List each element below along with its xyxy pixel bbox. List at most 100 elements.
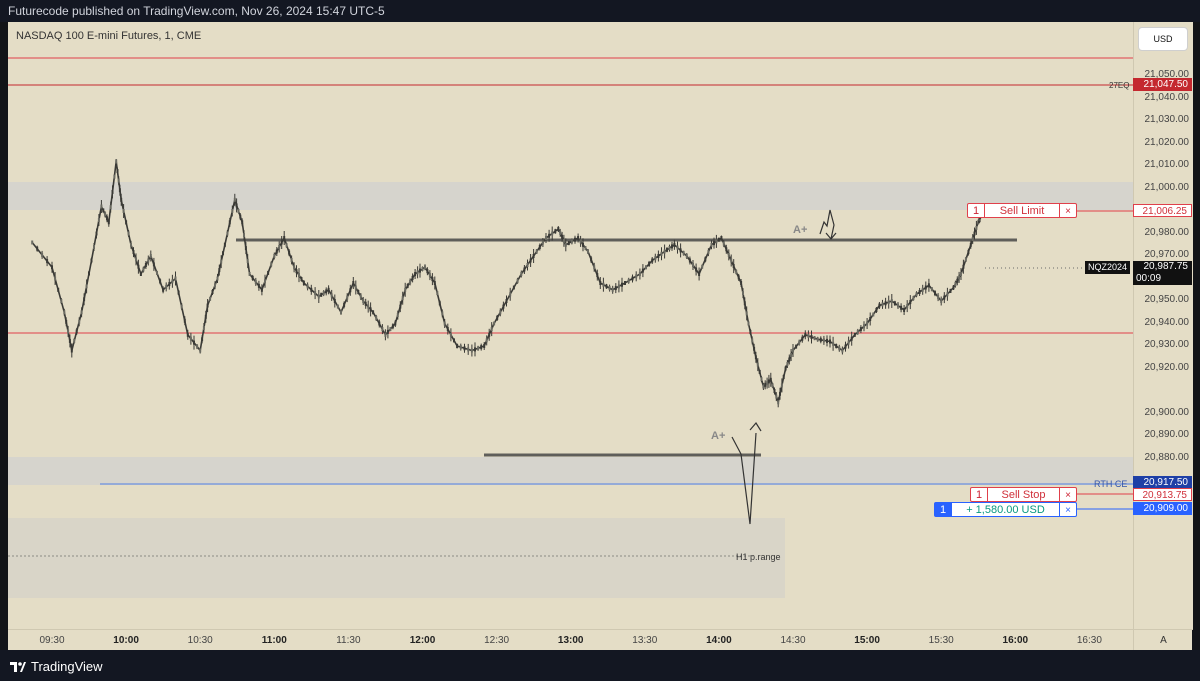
- candle-body: [414, 272, 417, 276]
- candle-body: [822, 338, 825, 343]
- candle-body: [97, 218, 100, 222]
- candle-body: [695, 267, 698, 272]
- candle-body: [611, 287, 614, 292]
- candle-body: [587, 249, 589, 254]
- sell-stop-price-tag: 20,913.75: [1133, 488, 1192, 501]
- candle-body: [679, 248, 682, 253]
- price-tick-label: 20,890.00: [1144, 429, 1190, 440]
- price-axis[interactable]: USD 21,050.00 21,040.00 21,030.00 21,020.00…: [1133, 22, 1193, 629]
- candle-body: [975, 225, 978, 230]
- price-tick-label: 20,970.00: [1144, 249, 1190, 260]
- currency-button[interactable]: USD: [1138, 27, 1188, 51]
- candle-body: [65, 319, 68, 324]
- sell-stop-close-icon[interactable]: ×: [1059, 488, 1076, 501]
- candle-body: [354, 285, 357, 290]
- candle-body: [310, 287, 313, 292]
- candle-body: [100, 204, 103, 209]
- candle-body: [753, 346, 756, 351]
- candle-body: [900, 305, 903, 310]
- candle-body: [878, 303, 881, 308]
- candle-body: [745, 311, 748, 316]
- candle-body: [590, 257, 593, 262]
- candle-body: [152, 262, 155, 267]
- footer-bar: TradingView: [0, 650, 1200, 681]
- candle-body: [958, 275, 961, 280]
- candle-body: [682, 251, 685, 256]
- time-tick-label: 15:30: [928, 635, 954, 646]
- candle-body: [593, 265, 596, 270]
- candle-body: [771, 383, 774, 388]
- sell-limit-close-icon[interactable]: ×: [1059, 204, 1076, 217]
- candle-body: [254, 279, 257, 284]
- candle-body: [211, 290, 214, 294]
- candle-body: [584, 246, 587, 251]
- candle-body: [866, 321, 869, 326]
- candle-body: [775, 394, 778, 399]
- candle-body: [204, 314, 207, 319]
- candle-body: [784, 366, 787, 371]
- candle-body: [125, 220, 128, 225]
- candle-body: [322, 291, 325, 296]
- candle-body: [730, 258, 733, 263]
- candle-body: [735, 269, 738, 274]
- candle-body: [264, 279, 266, 284]
- candle-body: [63, 310, 66, 315]
- position-order[interactable]: 1 + 1,580.00 USD ×: [934, 502, 1077, 517]
- candle-body: [722, 241, 725, 246]
- candle-body: [499, 310, 502, 315]
- candle-body: [673, 242, 676, 247]
- sell-stop-qty[interactable]: 1: [971, 488, 988, 501]
- candle-body: [231, 209, 234, 213]
- candle-body: [73, 338, 76, 343]
- candle-body: [404, 287, 407, 292]
- candle-body: [419, 268, 421, 273]
- candle-body: [216, 276, 219, 281]
- candle-body: [780, 383, 783, 388]
- candle-body: [737, 275, 740, 280]
- annotation-a-plus-lower: A+: [711, 430, 726, 442]
- candle-body: [36, 246, 39, 251]
- auto-scale-button[interactable]: A: [1133, 629, 1193, 651]
- candle-body: [960, 272, 962, 276]
- position-pnl[interactable]: + 1,580.00 USD: [966, 504, 1045, 516]
- candle-body: [51, 265, 53, 270]
- candle-body: [645, 265, 647, 270]
- upper-zone: [8, 182, 1133, 210]
- candle-body: [411, 275, 414, 280]
- candle-body: [372, 310, 375, 315]
- price-tick-label: 20,980.00: [1144, 226, 1190, 238]
- candle-body: [349, 288, 352, 293]
- candle-body: [285, 243, 288, 248]
- candle-body: [704, 257, 707, 262]
- sell-limit-label[interactable]: Sell Limit: [999, 205, 1045, 217]
- candle-body: [93, 245, 95, 249]
- last-price-tag: 20,987.75 00:09: [1133, 261, 1192, 285]
- candle-body: [762, 384, 765, 389]
- sell-limit-order[interactable]: 1 Sell Limit ×: [967, 203, 1077, 218]
- candle-body: [433, 281, 436, 285]
- sell-stop-order[interactable]: 1 Sell Stop ×: [970, 487, 1077, 502]
- candle-body: [535, 249, 538, 254]
- position-close-icon[interactable]: ×: [1059, 503, 1076, 516]
- candle-body: [915, 292, 918, 297]
- chart-area[interactable]: NASDAQ 100 E-mini Futures, 1, CME A+ A+ …: [8, 22, 1133, 629]
- sell-limit-qty[interactable]: 1: [968, 204, 985, 217]
- sell-stop-label[interactable]: Sell Stop: [1001, 489, 1046, 501]
- time-axis[interactable]: 09:30 10:00 10:30 11:00 11:30 12:00 12:30 13:00…: [8, 629, 1133, 651]
- candle-body: [758, 369, 761, 374]
- candle-body: [890, 299, 893, 303]
- candle-body: [692, 263, 694, 267]
- candle-body: [406, 283, 409, 288]
- candle-body: [162, 287, 165, 292]
- position-qty[interactable]: 1: [935, 503, 952, 516]
- last-symbol-tag: NQZ2024: [1085, 261, 1131, 274]
- candle-body: [389, 327, 392, 332]
- candle-body: [95, 231, 98, 236]
- candle-body: [599, 281, 602, 285]
- candle-body: [60, 299, 63, 303]
- price-chart[interactable]: [8, 22, 1133, 629]
- tradingview-logo[interactable]: TradingView: [10, 659, 103, 674]
- candle-body: [251, 275, 254, 280]
- candle-body: [523, 267, 526, 272]
- candle-body: [529, 258, 532, 263]
